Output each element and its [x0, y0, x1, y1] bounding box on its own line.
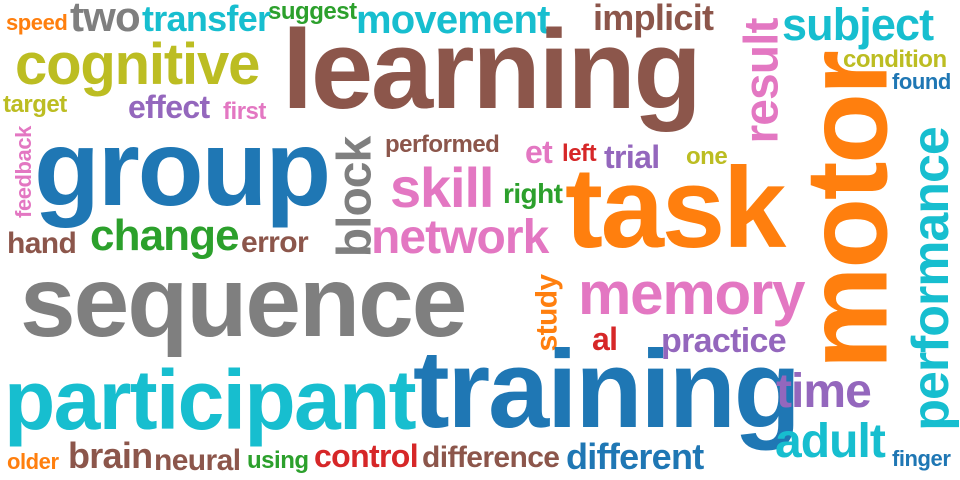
word-found: found	[892, 69, 951, 94]
word-implicit: implicit	[593, 0, 714, 38]
word-network: network	[371, 211, 549, 264]
word-movement: movement	[356, 0, 550, 42]
word-time: time	[776, 365, 872, 418]
word-transfer: transfer	[142, 0, 271, 39]
word-condition: condition	[843, 46, 947, 73]
word-neural: neural	[154, 444, 241, 477]
word-trial: trial	[604, 139, 660, 175]
word-cognitive: cognitive	[15, 32, 260, 97]
word-al: al	[592, 321, 618, 357]
word-motor: motor	[781, 52, 912, 370]
word-feedback: feedback	[10, 126, 36, 218]
word-result: result	[735, 18, 789, 144]
word-training: training	[413, 328, 801, 451]
word-performance: performance	[901, 127, 960, 431]
word-older: older	[7, 449, 59, 474]
word-difference: difference	[422, 441, 560, 474]
word-speed: speed	[6, 10, 68, 35]
word-subject: subject	[782, 0, 934, 50]
word-left: left	[562, 140, 597, 167]
word-task: task	[565, 145, 786, 272]
word-et: et	[525, 134, 553, 170]
word-sequence: sequence	[20, 246, 467, 358]
word-different: different	[566, 436, 704, 477]
word-target: target	[3, 91, 67, 118]
word-change: change	[90, 211, 240, 260]
word-memory: memory	[578, 260, 805, 327]
word-error: error	[241, 226, 309, 259]
word-practice: practice	[661, 322, 787, 360]
word-effect: effect	[128, 89, 210, 125]
word-learning: learning	[282, 7, 702, 132]
word-first: first	[223, 98, 266, 125]
word-right: right	[503, 178, 563, 209]
word-performed: performed	[385, 131, 500, 158]
word-suggest: suggest	[268, 0, 357, 25]
word-control: control	[314, 438, 419, 474]
word-participant: participant	[4, 353, 417, 447]
word-one: one	[686, 143, 728, 170]
word-finger: finger	[892, 446, 951, 471]
word-two: two	[70, 0, 141, 40]
word-brain: brain	[68, 435, 153, 476]
word-using: using	[247, 447, 309, 474]
word-skill: skill	[390, 156, 494, 219]
word-group: group	[34, 107, 331, 228]
word-adult: adult	[775, 415, 886, 468]
word-hand: hand	[7, 227, 77, 260]
